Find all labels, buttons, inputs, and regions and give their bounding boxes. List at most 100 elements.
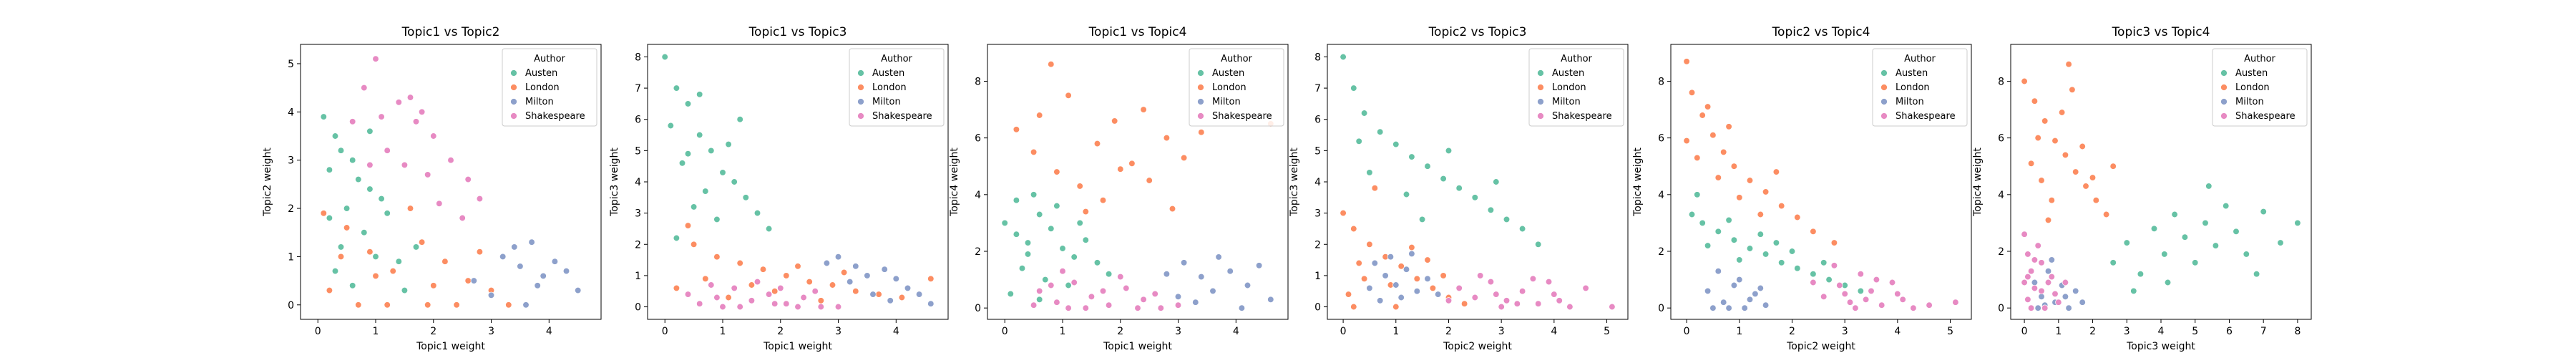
x-tick-label: 7 [2260,326,2267,337]
data-point-shakespeare [412,118,420,125]
data-point-london [1714,174,1722,181]
data-point-london [1397,263,1405,270]
data-point-shakespeare [459,214,466,222]
data-point-austen [2233,228,2240,235]
legend-box [849,48,945,127]
data-point-london [1429,284,1437,292]
legend-box [1528,48,1624,127]
data-point-london [875,291,882,298]
data-point-london [1683,137,1690,145]
legend-marker-shakespeare [857,112,864,120]
y-tick-label: 5 [288,59,294,70]
y-tick-label: 3 [635,208,641,220]
data-point-austen [1788,248,1796,255]
data-point-london [2065,61,2072,68]
data-point-austen [1455,185,1463,192]
data-point-shakespeare [1868,287,1875,295]
legend-marker-austen [1537,69,1544,77]
data-point-milton [517,263,524,270]
data-point-milton [1226,268,1234,275]
y-tick-label: 0 [635,302,641,314]
data-point-austen [1487,206,1495,213]
data-point-austen [2181,233,2189,241]
data-point-london [1408,243,1415,251]
data-point-austen [1053,202,1060,210]
data-point-shakespeare [811,288,819,295]
x-axis-label: Topic1 weight [763,341,832,352]
data-point-shakespeare [2038,287,2045,295]
data-point-milton [2072,287,2079,295]
data-point-austen [395,258,402,265]
data-point-milton [1244,281,1252,289]
legend-label-austen: Austen [525,68,557,79]
legend-label-austen: Austen [1552,68,1584,79]
chart-title: Topic2 vs Topic3 [1428,25,1527,39]
data-point-austen [1762,251,1770,258]
data-point-shakespeare [1556,297,1563,304]
x-tick-label: 4 [546,326,552,337]
data-point-austen [349,282,356,289]
legend-marker-shakespeare [510,112,517,120]
data-point-austen [719,169,726,176]
data-point-london [389,267,396,275]
data-point-shakespeare [1836,281,1843,289]
data-point-milton [1720,299,1727,306]
data-point-austen [1772,239,1780,246]
x-tick-label: 2 [1789,326,1795,337]
data-point-austen [2150,225,2158,232]
data-point-austen [1366,169,1373,176]
x-axis-label: Topic1 weight [416,341,485,352]
data-point-london [2051,137,2059,145]
legend-label-shakespeare: Shakespeare [2235,111,2296,122]
data-point-milton [1392,281,1400,289]
data-point-austen [1013,197,1020,204]
data-point-london [366,248,374,256]
data-point-milton [1255,262,1263,269]
data-point-austen [1810,271,1817,278]
data-point-shakespeare [794,303,801,311]
data-point-london [372,272,379,280]
data-point-austen [1688,211,1696,218]
y-axis-label: Topic2 weight [262,147,273,217]
data-point-shakespeare [1878,301,1885,309]
data-point-austen [2164,279,2172,286]
data-point-shakespeare [1445,297,1453,304]
data-point-austen [1694,191,1701,198]
legend-marker-milton [2220,98,2228,105]
legend-marker-shakespeare [1197,112,1204,120]
legend-box [1872,48,1968,127]
data-point-shakespeare [2044,279,2052,286]
data-point-london [1440,272,1447,279]
y-tick-label: 6 [635,115,641,126]
data-point-shakespeare [1529,275,1537,282]
y-axis-label: Topic3 weight [1289,147,1300,217]
data-point-shakespeare [1493,291,1500,298]
data-point-austen [1007,290,1014,298]
data-point-shakespeare [719,303,726,311]
data-point-austen [1048,225,1055,232]
y-tick-label: 2 [1998,246,2004,258]
data-point-milton [1730,281,1738,289]
data-point-shakespeare [1065,304,1072,311]
legend: Author Austen London Milton Shakespeare [502,48,597,127]
x-tick-label: 0 [1002,326,1008,337]
y-tick-label: 2 [1658,246,1664,258]
data-point-shakespeare [1852,304,1859,311]
data-point-london [1163,134,1171,142]
x-tick-label: 3 [2124,326,2130,337]
data-point-austen [702,188,709,195]
data-point-austen [2192,259,2199,266]
data-point-shakespeare [436,200,443,207]
data-point-milton [1215,253,1222,261]
y-tick-label: 6 [1314,115,1321,126]
data-point-london [2058,109,2066,116]
data-point-shakespeare [1830,262,1838,269]
data-point-shakespeare [1117,273,1124,281]
legend-title: Author [2244,54,2275,64]
x-tick-label: 5 [1604,326,1610,337]
data-point-milton [2038,293,2045,300]
data-point-austen [1857,287,1864,295]
data-point-milton [887,297,894,304]
data-point-austen [320,113,327,120]
data-point-london [1683,58,1690,65]
